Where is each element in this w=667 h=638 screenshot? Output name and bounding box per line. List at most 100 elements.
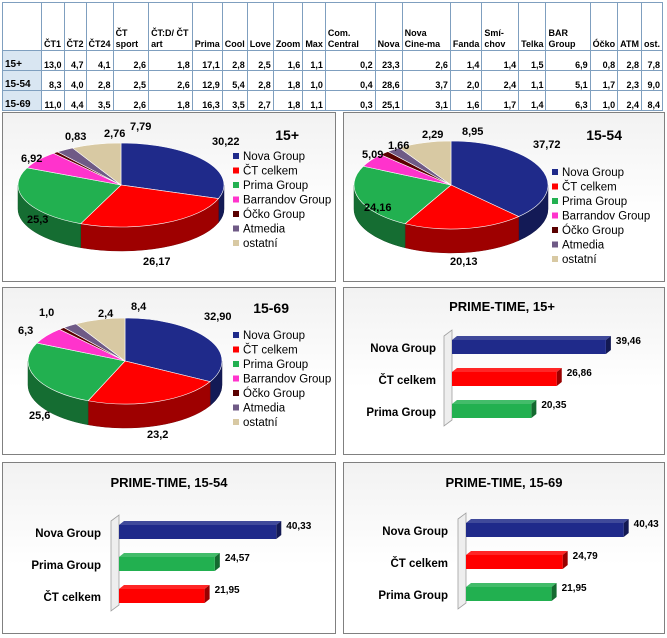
legend-label: Nova Group [243,151,305,163]
legend-label: Atmedia [562,240,605,252]
pie-slice [75,317,126,362]
table-cell: 6,3 [545,90,591,111]
pie-slice [87,360,211,405]
chart-title: 15-69 [253,300,289,316]
column-header: Love [246,2,274,51]
column-header: Prima [191,2,223,51]
bar [466,519,629,537]
legend-label: ČT celkem [243,344,298,357]
pie-value-label: 8,4 [131,301,147,313]
table-cell: 2,6 [148,70,193,91]
table-cell: 2,3 [617,70,642,91]
table-cell: 1,6 [449,90,483,111]
bar-side [551,583,557,601]
bar-value-label: 20,35 [541,400,566,411]
legend-swatch [233,211,239,217]
table-row: 15+ 13,0 4,7 4,1 2,6 1,8 17,1 2,8 2,5 1,6 1,1 0,2 23… [2,50,664,71]
table-cell: 1,4 [481,50,520,71]
table-cell: 2,5 [246,50,274,71]
table-cell: 2,6 [112,90,150,111]
pie-panel-15-69: 32,90 23,2 25,6 6,3 1,0 2,4 8,4 15-69 Nova Group… [2,287,336,455]
pie-sides [27,360,223,429]
pie-value-label: 37,72 [533,139,561,151]
bar-top [119,553,220,557]
table-cell: 8,4 [640,90,664,111]
bar [119,521,282,539]
bar-panel-prime-15-69: PRIME-TIME, 15-69 Nova Group 40,43 ČT celke… [343,462,665,634]
bar-value-label: 40,43 [634,519,659,530]
chart-title: PRIME-TIME, 15-69 [445,475,562,490]
bar-top [119,585,210,589]
table-cell: 2,7 [246,90,274,111]
pie-value-label: 5,09 [362,149,383,161]
table-cell: 2,6 [112,50,150,71]
legend-label: Barrandov Group [243,195,331,207]
bar [452,368,562,386]
pie-chart-15plus: 30,22 26,17 25,3 6,92 0,83 2,76 7,79 15+ Nova Gr… [17,121,331,268]
table-row: 15-69 11,0 4,4 3,5 2,6 1,8 16,3 3,5 2,7 1,8 1,1 0,3… [2,90,664,111]
table-cell: 3,5 [221,90,248,111]
table-cell: 3,1 [401,90,451,111]
table-cell: 0,3 [324,90,376,111]
pie-slice [80,184,220,228]
table-cell: 1,1 [302,90,326,111]
bar [452,336,611,354]
pie-value-label: 7,79 [130,121,151,133]
legend-swatch [552,227,558,233]
category-label: Nova Group [35,528,101,540]
legend-label: Prima Group [562,196,627,208]
table-cell: 2,6 [401,50,451,71]
table-cell: 1,1 [302,50,326,71]
table-cell: 4,7 [63,50,87,71]
table-cell: 1,7 [481,90,520,111]
pie-slice [353,165,452,225]
column-header: Cool [221,2,248,51]
bar-panel-prime-15plus: PRIME-TIME, 15+ Nova Group 39,46 ČT celkem 2… [343,287,665,455]
legend-swatch [233,167,239,174]
column-header: Óčko [589,2,619,51]
chart-legend: Nova Group ČT celkem Prima Group Barrandov … [552,167,650,266]
legend-swatch [233,332,239,338]
row-label: 15-69 [2,90,42,111]
table-cell: 28,6 [374,70,403,91]
pie-value-label: 1,0 [39,307,54,319]
column-header: Zoom [272,2,304,51]
legend-label: Óčko Group [243,387,305,400]
table-cell: 2,4 [481,70,520,91]
legend-swatch [233,196,239,203]
table-cell: 1,8 [148,50,193,71]
legend-swatch [233,390,239,396]
column-header: ost. [640,2,664,51]
bar [452,400,537,418]
table-cell: 2,5 [112,70,150,91]
chart-title: PRIME-TIME, 15+ [449,299,555,314]
bar [119,585,210,603]
legend-label: Nova Group [243,330,305,342]
bar [466,583,557,601]
legend-label: Atmedia [243,403,286,415]
legend-swatch [552,241,558,248]
table-cell: 12,9 [191,70,223,91]
legend-label: Óčko Group [562,224,624,237]
legend-swatch [552,169,558,175]
bar-chart-prime-15-69: PRIME-TIME, 15-69 Nova Group 40,43 ČT celke… [378,475,659,610]
column-header [2,2,42,51]
column-header: Nova [374,2,403,51]
column-header: Nova Cine-ma [401,2,451,51]
pie-value-label: 32,90 [204,311,232,323]
legend-swatch [552,212,558,219]
pie-chart-15-54: 37,72 20,13 24,16 5,09 1,66 2,29 8,95 15-54 Nova… [353,126,650,268]
table-cell: 5,1 [545,70,591,91]
bar-top [452,336,611,340]
table-cell: 1,4 [518,90,547,111]
bar-side [531,400,537,418]
bar-side [605,336,611,354]
bar-side [276,521,282,539]
legend-swatch [233,419,239,425]
bar-face [452,372,557,386]
axis-wall [457,512,467,610]
pie-slice [398,140,452,186]
share-table: ČT1 ČT2 ČT24 ČT sport ČT:D/ ČT art Prima Cool L… [2,2,664,111]
table-cell: 16,3 [191,90,223,111]
legend-swatch [552,183,558,190]
